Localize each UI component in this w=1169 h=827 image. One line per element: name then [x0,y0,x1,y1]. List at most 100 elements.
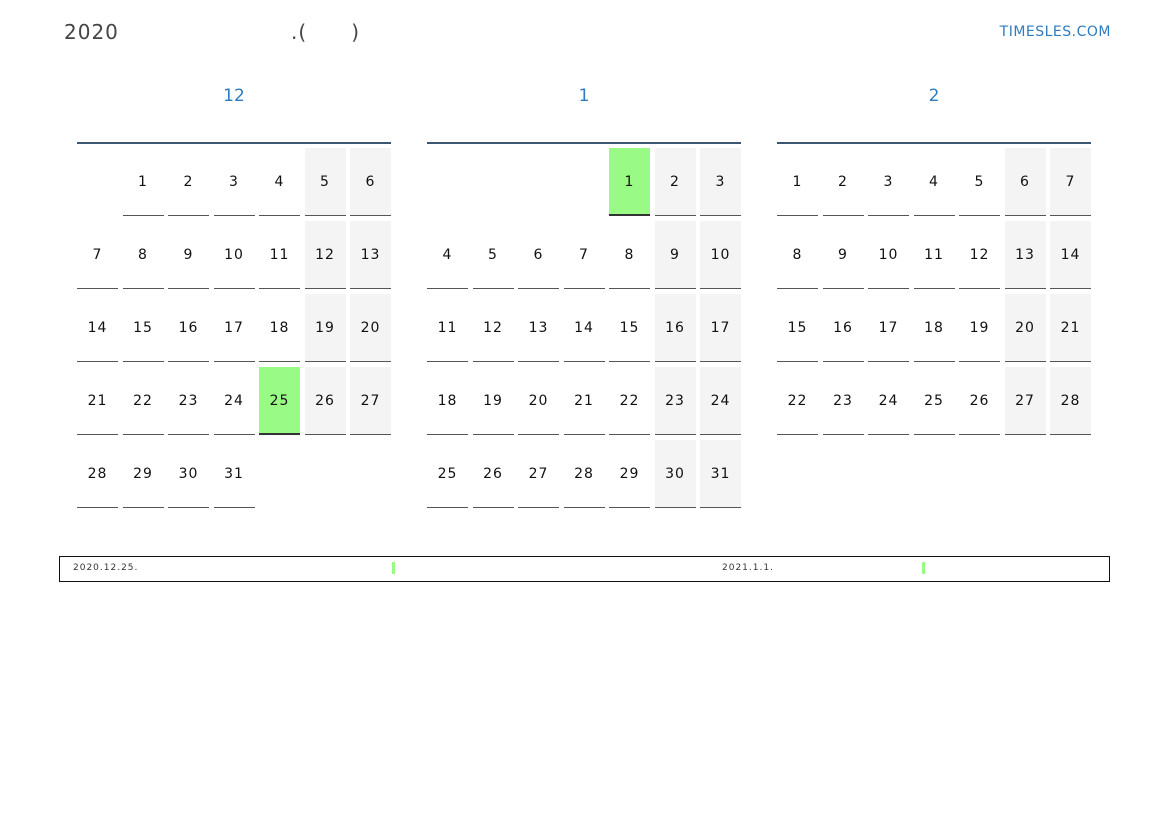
month-12: 12 1 2 3 4 5 6 7 8 9 10 11 12 13 14 15 16 17 18 19 20 21 22 23 2… [77,80,391,508]
day-cell[interactable]: 17 [868,294,909,362]
day-cell[interactable]: 4 [427,221,468,289]
day-cell[interactable]: 21 [1050,294,1091,362]
month-name: 1 [578,86,590,106]
day-cell[interactable]: 31 [700,440,741,508]
day-cell[interactable]: 13 [1004,221,1046,289]
day-cell[interactable]: 27 [1004,367,1046,435]
day-cell[interactable]: 12 [959,221,1000,289]
day-cell[interactable]: 26 [304,367,346,435]
day-cell[interactable]: 18 [259,294,300,362]
day-cell[interactable]: 8 [609,221,650,289]
day-cell[interactable]: 10 [868,221,909,289]
day-cell[interactable]: 10 [700,221,741,289]
day-cell[interactable]: 13 [518,294,559,362]
day-cell[interactable]: 5 [959,148,1000,216]
day-cell[interactable]: 14 [563,294,605,362]
month-grid: 1 2 3 4 5 6 7 8 9 10 11 12 13 14 15 16 17 18 19 20 21 22 23 24 2… [427,142,741,510]
highlight-marker [392,562,395,574]
day-cell[interactable]: 17 [700,294,741,362]
day-cell[interactable]: 1 [777,148,818,216]
day-cell[interactable]: 22 [609,367,650,435]
day-cell[interactable]: 3 [868,148,909,216]
day-cell[interactable]: 28 [1050,367,1091,435]
day-cell[interactable]: 16 [654,294,696,362]
day-cell[interactable]: 6 [350,148,391,216]
day-cell[interactable]: 23 [168,367,209,435]
day-cell[interactable]: 11 [913,221,955,289]
day-cell[interactable]: 28 [563,440,605,508]
day-cell[interactable]: 24 [213,367,255,435]
day-cell[interactable]: 25 [913,367,955,435]
day-cell[interactable]: 1 [609,148,650,216]
day-cell[interactable]: 7 [77,221,118,289]
day-cell[interactable]: 23 [822,367,864,435]
day-cell[interactable]: 16 [822,294,864,362]
day-cell[interactable]: 12 [304,221,346,289]
day-cell[interactable]: 21 [77,367,118,435]
day-cell[interactable]: 1 [122,148,164,216]
day-cell[interactable]: 26 [959,367,1000,435]
day-cell[interactable]: 9 [168,221,209,289]
day-cell[interactable]: 9 [822,221,864,289]
day-cell[interactable]: 22 [777,367,818,435]
day-cell[interactable]: 20 [350,294,391,362]
day-cell[interactable]: 7 [1050,148,1091,216]
day-cell[interactable]: 27 [350,367,391,435]
day-cell[interactable]: 22 [122,367,164,435]
day-cell[interactable]: 5 [304,148,346,216]
day-cell[interactable]: 16 [168,294,209,362]
day-cell[interactable]: 23 [654,367,696,435]
day-cell[interactable]: 4 [259,148,300,216]
day-cell[interactable]: 29 [122,440,164,508]
day-cell[interactable]: 28 [77,440,118,508]
day-cell[interactable]: 24 [700,367,741,435]
day-cell[interactable]: 20 [1004,294,1046,362]
day-cell[interactable]: 11 [427,294,468,362]
day-cell[interactable]: 30 [168,440,209,508]
day-cell[interactable]: 8 [122,221,164,289]
day-cell[interactable]: 2 [654,148,696,216]
day-cell[interactable]: 21 [563,367,605,435]
day-cell[interactable]: 19 [304,294,346,362]
day-cell[interactable]: 25 [259,367,300,435]
day-cell[interactable]: 25 [427,440,468,508]
site-logo[interactable]: TIMESLES.COM [999,24,1111,40]
day-cell[interactable]: 2 [822,148,864,216]
day-cell[interactable]: 7 [563,221,605,289]
day-cell[interactable]: 11 [259,221,300,289]
day-cell[interactable]: 3 [213,148,255,216]
day-cell[interactable]: 27 [518,440,559,508]
day-cell[interactable]: 20 [518,367,559,435]
day-cell[interactable]: 12 [472,294,514,362]
day-cell[interactable]: 18 [913,294,955,362]
day-cell[interactable]: 15 [609,294,650,362]
day-cell[interactable]: 18 [427,367,468,435]
day-cell[interactable]: 6 [1004,148,1046,216]
day-cell[interactable]: 5 [472,221,514,289]
day-cell[interactable]: 3 [700,148,741,216]
day-cell[interactable]: 15 [777,294,818,362]
day-cell[interactable]: 29 [609,440,650,508]
month-1: 1 1 2 3 4 5 6 7 8 9 10 11 12 13 14 15 16 17 18 19 20 21 22 23 24… [427,80,741,508]
note-date: 2020.12.25. [73,563,139,573]
month-grid: 1 2 3 4 5 6 7 8 9 10 11 12 13 14 15 16 17 18 19 20 21 22 23 24 2… [777,142,1091,510]
day-cell[interactable]: 30 [654,440,696,508]
day-cell[interactable]: 14 [77,294,118,362]
day-cell[interactable]: 19 [959,294,1000,362]
day-cell[interactable]: 4 [913,148,955,216]
holiday-notes: 2020.12.25. 2021.1.1. [59,556,1110,582]
day-cell[interactable]: 26 [472,440,514,508]
month-name: 2 [928,86,940,106]
day-cell[interactable]: 10 [213,221,255,289]
day-cell[interactable]: 2 [168,148,209,216]
day-cell[interactable]: 6 [518,221,559,289]
day-cell[interactable]: 31 [213,440,255,508]
day-cell[interactable]: 13 [350,221,391,289]
day-cell[interactable]: 9 [654,221,696,289]
day-cell[interactable]: 14 [1050,221,1091,289]
day-cell[interactable]: 24 [868,367,909,435]
day-cell[interactable]: 17 [213,294,255,362]
day-cell[interactable]: 8 [777,221,818,289]
day-cell[interactable]: 15 [122,294,164,362]
day-cell[interactable]: 19 [472,367,514,435]
